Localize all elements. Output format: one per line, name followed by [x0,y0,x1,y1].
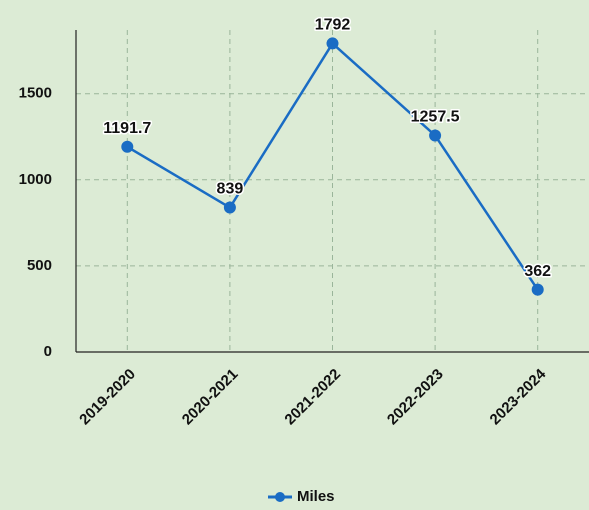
y-tick-label: 1000 [19,171,52,188]
y-tick-label: 0 [44,343,52,360]
legend-label: Miles [297,488,335,505]
point [531,283,544,296]
y-tick-label: 1500 [19,85,52,102]
point [223,201,236,214]
x-tick-label: 2021-2022 [281,366,344,429]
point [326,37,339,50]
point [429,129,442,142]
data-label: 362 [524,263,551,280]
data-label: 839 [217,181,244,198]
x-tick-label: 2019-2020 [76,366,139,429]
data-label: 1191.7 [103,120,151,137]
x-tick-label: 2023-2024 [487,365,550,428]
x-tick-label: 2020-2021 [179,366,242,429]
legend-swatch [275,492,285,502]
point [121,140,134,153]
data-label: 1792 [315,17,351,34]
y-tick-label: 500 [27,257,52,274]
data-label: 1257.5 [411,109,460,126]
x-tick-label: 2022-2023 [384,366,447,429]
